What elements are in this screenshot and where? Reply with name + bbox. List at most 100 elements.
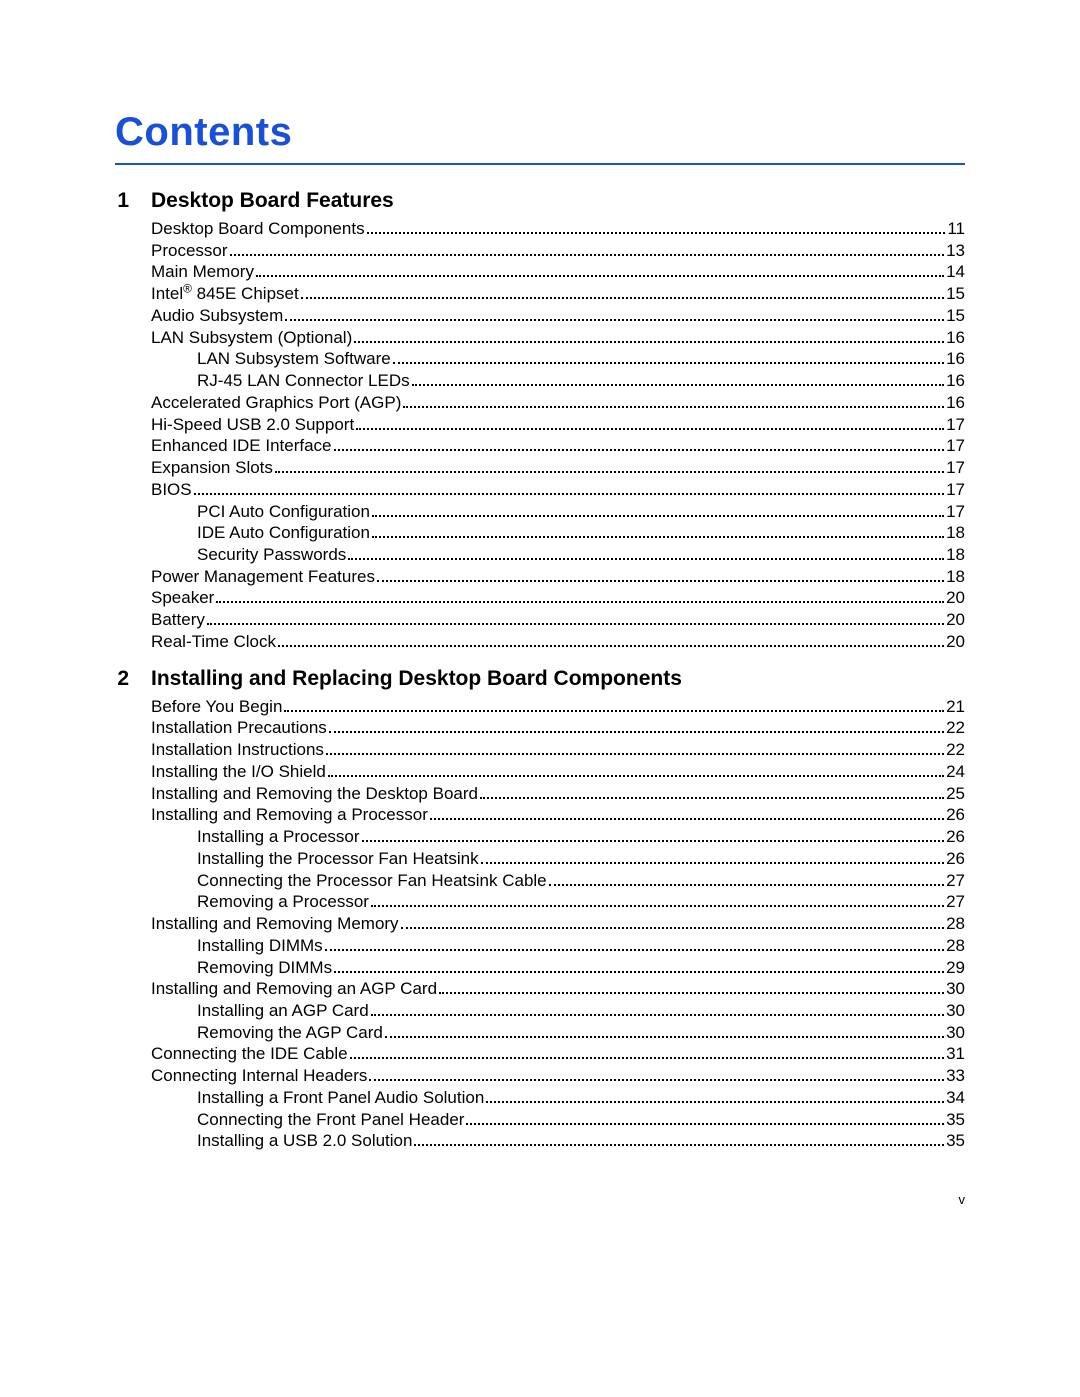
toc-entry: Installing and Removing Memory28	[151, 914, 965, 935]
toc-entry: IDE Auto Configuration 18	[197, 523, 965, 544]
toc-leader-dots	[367, 232, 946, 234]
toc-leader-dots	[385, 1036, 944, 1038]
toc-entry-label: Connecting the Front Panel Header	[197, 1110, 464, 1131]
section-number: 2	[115, 667, 129, 691]
toc-entry-page: 13	[946, 241, 965, 262]
toc-entry: Connecting the IDE Cable 31	[151, 1044, 965, 1065]
toc-entry-page: 18	[946, 567, 965, 588]
toc-entry: Installing a Processor26	[197, 827, 965, 848]
toc-entry-label: Installing the Processor Fan Heatsink	[197, 849, 479, 870]
toc-entry: Connecting the Processor Fan Heatsink Ca…	[197, 871, 965, 892]
toc-entry: Enhanced IDE Interface 17	[151, 436, 965, 457]
toc-leader-dots	[334, 971, 944, 973]
toc-leader-dots	[549, 884, 944, 886]
section-title: Installing and Replacing Desktop Board C…	[151, 667, 682, 691]
toc-entry: Installing a Front Panel Audio Solution3…	[197, 1088, 965, 1109]
toc-entry-page: 18	[946, 523, 965, 544]
toc-entry-label: Battery	[151, 610, 205, 631]
toc-entry-label: Accelerated Graphics Port (AGP)	[151, 393, 401, 414]
toc-entry-page: 15	[946, 306, 965, 327]
toc-entry-page: 35	[946, 1110, 965, 1131]
toc-entry-label: Security Passwords	[197, 545, 346, 566]
toc-entry-page: 27	[946, 892, 965, 913]
toc-entry-label: Installing and Removing Memory	[151, 914, 399, 935]
toc-entry: Installing an AGP Card30	[197, 1001, 965, 1022]
toc-entry-label: Real-Time Clock	[151, 632, 276, 653]
toc-leader-dots	[480, 797, 944, 799]
toc-entry: Connecting Internal Headers33	[151, 1066, 965, 1087]
toc-leader-dots	[412, 384, 944, 386]
toc-entry-label: Installing the I/O Shield	[151, 762, 326, 783]
toc-leader-dots	[348, 558, 944, 560]
toc-entry-page: 24	[946, 762, 965, 783]
toc-entry-page: 26	[946, 805, 965, 826]
toc-leader-dots	[354, 341, 944, 343]
toc-entry: Installing the Processor Fan Heatsink26	[197, 849, 965, 870]
toc-entry-page: 31	[946, 1044, 965, 1065]
toc-leader-dots	[328, 775, 944, 777]
section-title: Desktop Board Features	[151, 189, 394, 213]
toc-entry-page: 17	[946, 436, 965, 457]
toc-entry: Power Management Features18	[151, 567, 965, 588]
toc-leader-dots	[230, 254, 945, 256]
toc-leader-dots	[466, 1123, 944, 1125]
toc-entry-label: Connecting the IDE Cable	[151, 1044, 348, 1065]
table-of-contents: 1Desktop Board Features Desktop Board Com…	[115, 189, 965, 1152]
toc-entry-label: Intel® 845E Chipset	[151, 284, 299, 305]
toc-entry-page: 17	[946, 458, 965, 479]
toc-entry-page: 27	[946, 871, 965, 892]
toc-entry-page: 16	[946, 328, 965, 349]
toc-leader-dots	[285, 319, 944, 321]
toc-entry-label: Enhanced IDE Interface	[151, 436, 332, 457]
toc-entry-page: 21	[946, 697, 965, 718]
toc-entry: Battery 20	[151, 610, 965, 631]
toc-entry-page: 18	[946, 545, 965, 566]
toc-entry-page: 35	[946, 1131, 965, 1152]
toc-leader-dots	[439, 992, 944, 994]
page-content: Contents 1Desktop Board FeaturesDesktop …	[0, 0, 1080, 1152]
toc-entry-label: Connecting the Processor Fan Heatsink Ca…	[197, 871, 547, 892]
toc-entry: Real-Time Clock20	[151, 632, 965, 653]
toc-entry-label: Installing an AGP Card	[197, 1001, 369, 1022]
toc-entry: Accelerated Graphics Port (AGP)16	[151, 393, 965, 414]
toc-entry-page: 17	[946, 480, 965, 501]
toc-leader-dots	[284, 710, 944, 712]
toc-entry-page: 15	[946, 284, 965, 305]
toc-entry: Main Memory14	[151, 262, 965, 283]
toc-entry-label: Installing a USB 2.0 Solution	[197, 1131, 412, 1152]
toc-entry-page: 30	[946, 979, 965, 1000]
toc-leader-dots	[329, 731, 944, 733]
toc-entry-label: Desktop Board Components	[151, 219, 365, 240]
toc-leader-dots	[194, 493, 944, 495]
toc-entry-label: Installation Instructions	[151, 740, 324, 761]
toc-leader-dots	[301, 297, 944, 299]
toc-entry: Installing DIMMs28	[197, 936, 965, 957]
section-header: 1Desktop Board Features	[115, 189, 965, 213]
toc-entry: PCI Auto Configuration17	[197, 502, 965, 523]
toc-entry-label: RJ-45 LAN Connector LEDs	[197, 371, 410, 392]
toc-leader-dots	[207, 623, 944, 625]
toc-entry: Removing the AGP Card30	[197, 1023, 965, 1044]
toc-entry-label: Removing DIMMs	[197, 958, 332, 979]
toc-entry-label: Processor	[151, 241, 228, 262]
toc-entry-label: Installing DIMMs	[197, 936, 323, 957]
toc-entry: RJ-45 LAN Connector LEDs16	[197, 371, 965, 392]
toc-entry-page: 20	[946, 610, 965, 631]
toc-leader-dots	[278, 645, 944, 647]
toc-leader-dots	[369, 1079, 944, 1081]
toc-entry: Installing and Removing a Processor26	[151, 805, 965, 826]
toc-leader-dots	[430, 818, 944, 820]
toc-leader-dots	[377, 580, 944, 582]
toc-entry-label: IDE Auto Configuration	[197, 523, 370, 544]
toc-entry: Processor 13	[151, 241, 965, 262]
toc-entry: Intel® 845E Chipset 15	[151, 284, 965, 305]
toc-entry: Installation Precautions22	[151, 718, 965, 739]
toc-entry-label: BIOS	[151, 480, 192, 501]
toc-entry-page: 14	[946, 262, 965, 283]
toc-entry: Before You Begin21	[151, 697, 965, 718]
toc-entry-page: 17	[946, 415, 965, 436]
page-number: v	[959, 1192, 966, 1207]
toc-entry: Desktop Board Components11	[151, 219, 965, 240]
toc-entry: Security Passwords 18	[197, 545, 965, 566]
toc-leader-dots	[334, 449, 945, 451]
